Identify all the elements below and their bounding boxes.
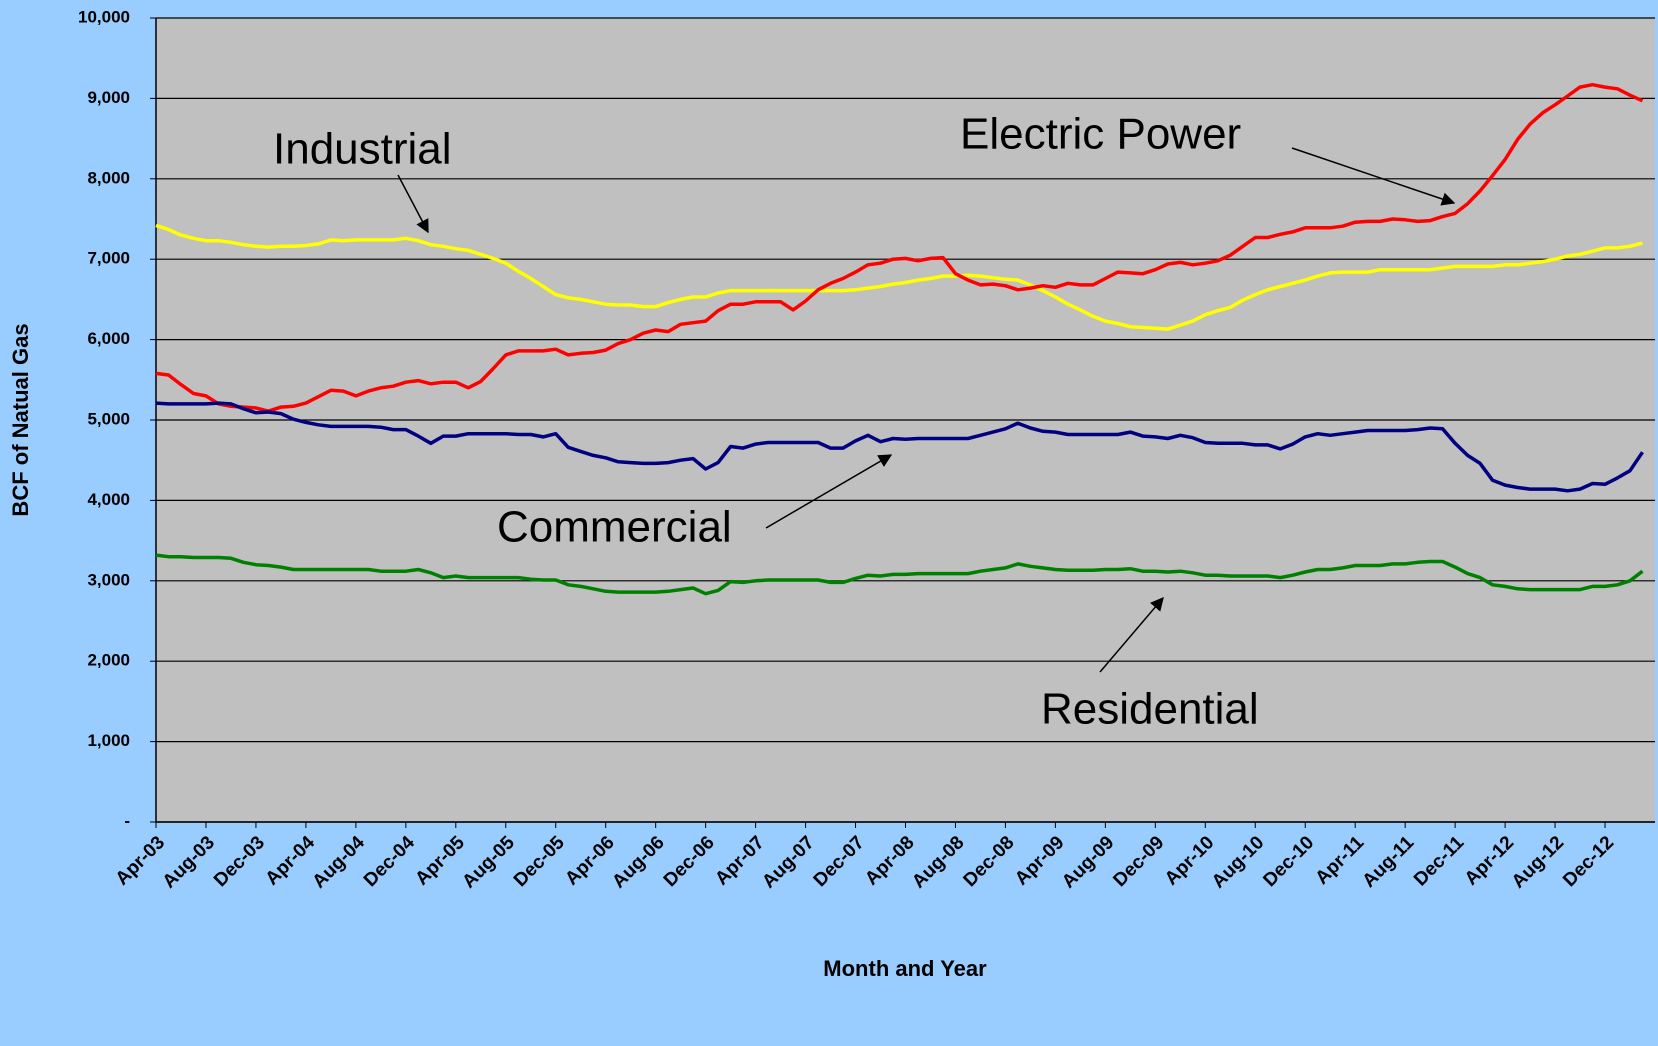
x-tick-label: Dec-06 — [660, 832, 719, 891]
annotation-arrows — [397, 147, 1456, 673]
x-tick-label: Dec-12 — [1559, 832, 1618, 891]
y-tick-label: 3,000 — [87, 570, 130, 589]
x-axis-title: Month and Year — [823, 956, 987, 981]
arrow — [1291, 147, 1456, 206]
x-tick-label: Apr-03 — [112, 832, 169, 889]
x-tick-label: Dec-08 — [960, 832, 1019, 891]
series-annotation: Residential — [1041, 685, 1259, 734]
y-tick-label: 2,000 — [87, 651, 130, 670]
y-tick-label: 7,000 — [87, 249, 130, 268]
x-tick-label: Apr-06 — [561, 832, 618, 889]
y-tick-label: - — [124, 811, 130, 830]
x-tick-label: Dec-03 — [210, 832, 269, 891]
y-axis-title: BCF of Natual Gas — [8, 323, 33, 516]
arrow — [397, 174, 429, 234]
x-tick-label: Aug-08 — [908, 832, 968, 892]
series-line — [155, 82, 1644, 413]
x-tick-label: Apr-10 — [1161, 832, 1218, 889]
y-tick-label: 5,000 — [87, 409, 130, 428]
x-tick-label: Dec-10 — [1259, 832, 1318, 891]
x-tick-label: Dec-05 — [510, 832, 569, 891]
x-tick-label: Aug-04 — [309, 832, 370, 893]
y-tick-label: 10,000 — [78, 7, 130, 26]
y-tick-label: 4,000 — [87, 490, 130, 509]
x-tick-label: Apr-08 — [861, 832, 918, 889]
series-line — [155, 401, 1644, 493]
series-annotation: Commercial — [497, 503, 732, 552]
series-annotation: Industrial — [273, 125, 452, 174]
series-line — [155, 553, 1644, 596]
x-tick-label: Aug-03 — [159, 832, 219, 892]
x-tick-label: Aug-07 — [758, 832, 818, 892]
y-tick-label: 6,000 — [87, 329, 130, 348]
x-tick-label: Aug-11 — [1359, 832, 1419, 892]
x-tick-label: Aug-10 — [1208, 832, 1268, 892]
y-tick-label: 1,000 — [87, 731, 130, 750]
x-tick-label: Aug-05 — [458, 832, 519, 893]
arrow — [1099, 596, 1164, 673]
x-tick-label: Aug-06 — [608, 832, 668, 892]
x-tick-label: Apr-07 — [711, 832, 768, 889]
series-annotation: Electric Power — [960, 110, 1241, 159]
series-line — [155, 223, 1643, 331]
x-tick-label: Dec-09 — [1109, 832, 1168, 891]
x-tick-label: Aug-12 — [1508, 832, 1568, 892]
x-tick-label: Apr-11 — [1312, 832, 1369, 889]
x-tick-label: Dec-07 — [810, 832, 869, 891]
x-tick-label: Apr-12 — [1461, 832, 1518, 889]
arrow — [765, 454, 893, 529]
y-tick-label: 8,000 — [87, 168, 130, 187]
x-tick-label: Dec-04 — [360, 832, 419, 891]
x-tick-label: Aug-09 — [1058, 832, 1118, 892]
y-tick-label: 9,000 — [87, 88, 130, 107]
x-tick-label: Apr-09 — [1011, 832, 1068, 889]
x-tick-label: Dec-11 — [1410, 832, 1468, 890]
